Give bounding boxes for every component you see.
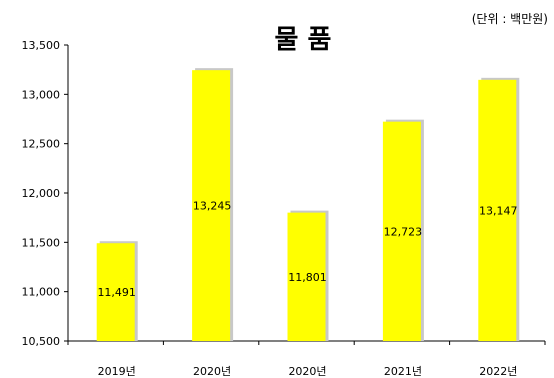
y-tick-label: 11,000 [22, 286, 61, 299]
chart-title: 물 품 [275, 25, 332, 55]
bar [382, 121, 421, 341]
y-tick-label: 12,500 [22, 138, 61, 151]
data-label: 11,801 [288, 271, 327, 284]
axes: 10,500 11,000 11,500 12,000 12,500 13,000 13,5… [22, 39, 546, 378]
data-labels: 11,491 13,245 11,801 12,723 13,147 [97, 200, 517, 300]
y-tick-label: 13,500 [22, 39, 61, 52]
x-category-label: 2020년 [288, 365, 326, 378]
bar [478, 79, 517, 341]
x-category-label: 2022년 [479, 365, 517, 378]
y-tick-label: 13,000 [22, 88, 61, 101]
unit-note: (단위 : 백만원) [472, 12, 548, 26]
bars [96, 68, 520, 341]
bar [287, 212, 326, 341]
data-label: 11,491 [97, 286, 136, 299]
bar [192, 70, 231, 341]
data-label: 13,147 [479, 204, 518, 217]
bar [96, 243, 135, 341]
y-tick-label: 10,500 [22, 335, 61, 348]
y-tick-label: 12,000 [22, 187, 61, 200]
x-category-label: 2019년 [98, 365, 136, 378]
y-tick-label: 11,500 [22, 236, 61, 249]
x-category-label: 2021년 [384, 365, 422, 378]
data-label: 12,723 [384, 225, 423, 238]
x-category-label: 2020년 [193, 365, 231, 378]
data-label: 13,245 [193, 200, 232, 213]
